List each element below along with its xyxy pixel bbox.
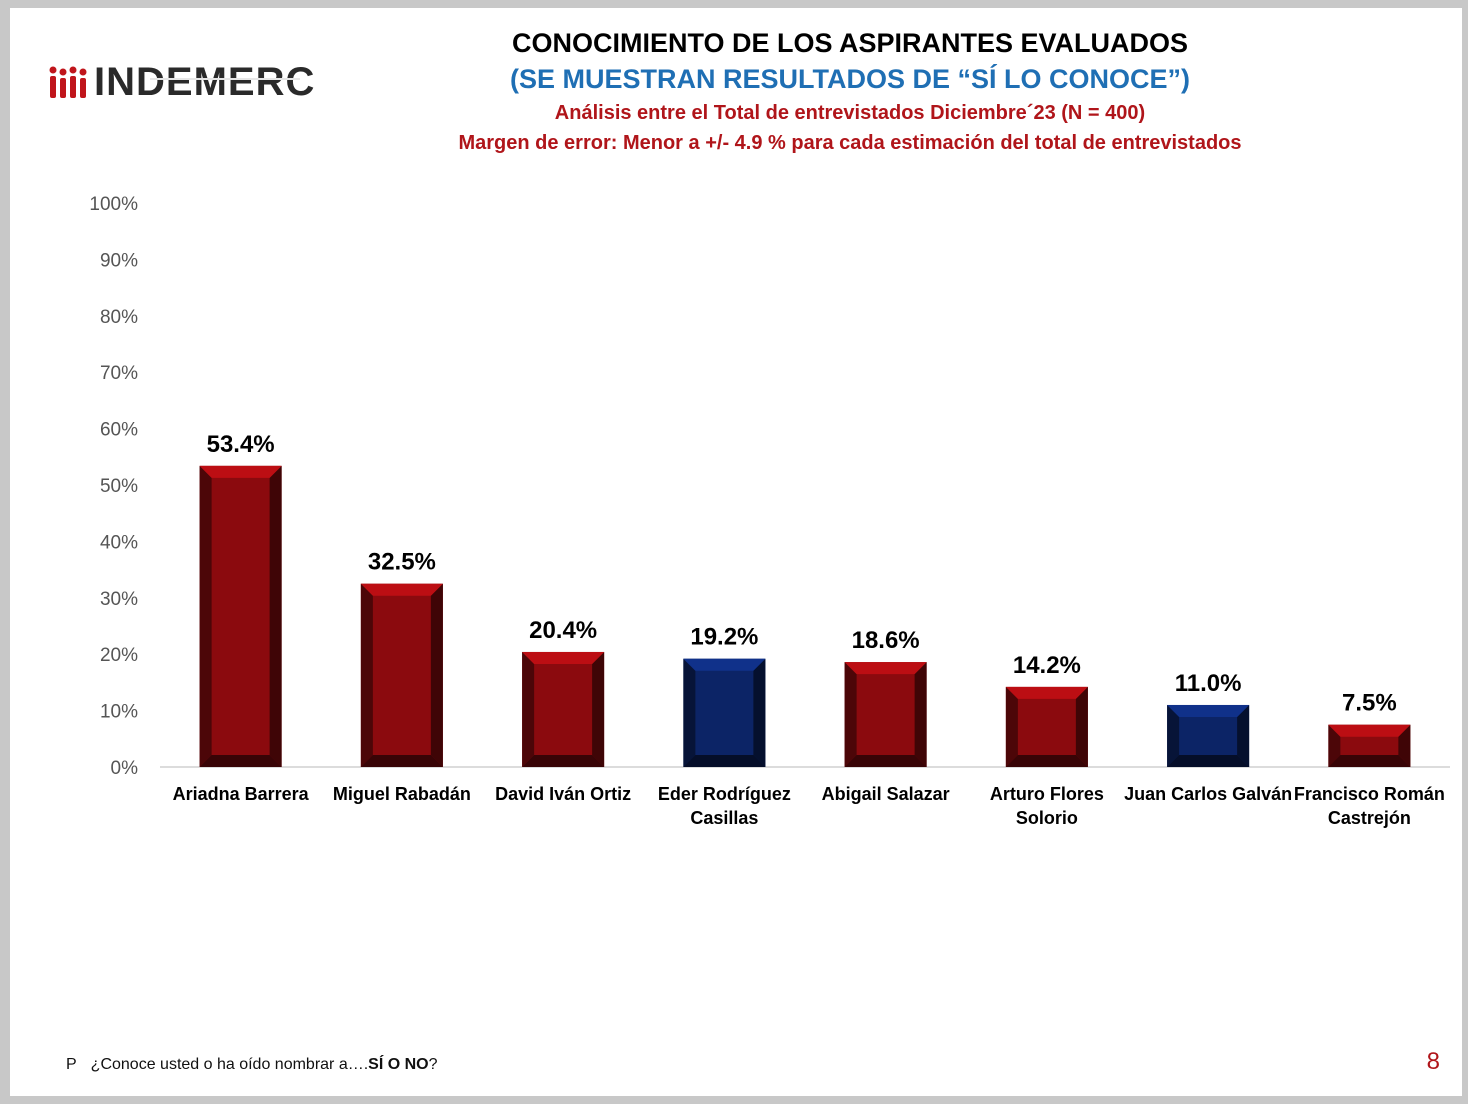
data-label: 19.2% <box>690 624 758 651</box>
bar-bevel-top <box>1328 724 1411 737</box>
y-tick-label: 50% <box>100 476 138 497</box>
data-label: 18.6% <box>852 627 920 654</box>
category-label: Casillas <box>690 808 758 828</box>
category-label: Miguel Rabadán <box>333 784 471 804</box>
header: CONOCIMIENTO DE LOS ASPIRANTES EVALUADOS… <box>350 26 1350 158</box>
bar-bevel-right <box>592 651 605 767</box>
bar-bevel-right <box>1237 704 1250 767</box>
y-tick-label: 80% <box>100 307 138 328</box>
footnote: P ¿Conoce usted o ha oído nombrar a….SÍ O… <box>66 1056 438 1074</box>
margin-note: Margen de error: Menor a +/- 4.9 % para … <box>458 132 1242 154</box>
category-label: Ariadna Barrera <box>173 784 310 804</box>
data-label: 53.4% <box>207 431 275 458</box>
category-label: Juan Carlos Galván <box>1124 784 1292 804</box>
bar-bevel-bottom <box>199 755 282 767</box>
data-label: 11.0% <box>1175 670 1242 697</box>
bar-bevel-bottom <box>683 755 766 767</box>
slide: INDEMERC CONOCIMIENTO DE LOS ASPIRANTES … <box>10 8 1462 1096</box>
logo-underline <box>150 78 300 80</box>
bar-bevel-top <box>360 583 443 596</box>
bar <box>683 658 766 767</box>
footnote-text: ¿Conoce usted o ha oído nombrar a…. <box>90 1056 369 1073</box>
data-label: 32.5% <box>368 549 436 576</box>
bar-bevel-bottom <box>1328 755 1411 767</box>
bar-bevel-top <box>199 465 282 478</box>
bar-bevel-left <box>1005 686 1018 767</box>
bar-bevel-bottom <box>1005 755 1088 767</box>
bar-bevel-right <box>1075 686 1088 767</box>
bar-bevel-right <box>430 583 443 767</box>
bar-bevel-right <box>269 465 282 767</box>
bar-bevel-bottom <box>522 755 605 767</box>
category-label: Francisco Román <box>1294 784 1445 804</box>
y-tick-label: 60% <box>100 420 138 441</box>
y-tick-label: 0% <box>111 758 139 779</box>
data-label: 14.2% <box>1013 652 1081 679</box>
page-number: 8 <box>1426 1048 1440 1075</box>
chart-title: CONOCIMIENTO DE LOS ASPIRANTES EVALUADOS <box>511 28 1189 58</box>
bar-bevel-top <box>1005 686 1088 699</box>
bar-bevel-top <box>1167 704 1250 717</box>
bar-bevel-top <box>683 658 766 671</box>
y-tick-label: 20% <box>100 645 138 666</box>
bar-bevel-left <box>1167 704 1180 767</box>
bar-bevel-right <box>914 662 927 767</box>
bar-bevel-bottom <box>844 755 927 767</box>
indemerc-logo: INDEMERC <box>48 52 315 112</box>
bar <box>360 583 443 767</box>
category-label: Abigail Salazar <box>822 784 950 804</box>
bar-bevel-left <box>522 651 535 767</box>
category-label: David Iván Ortiz <box>495 784 631 804</box>
footnote-emphasis: SÍ O NO <box>368 1056 429 1073</box>
bar <box>199 465 282 767</box>
data-label: 7.5% <box>1342 690 1397 717</box>
bar-chart: 0% 10% 20% 30% 40% 50% 60% 70% 80% 90% 100% 53.4% Ar… <box>89 194 1450 828</box>
bar <box>844 662 927 767</box>
y-tick-label: 40% <box>100 532 138 553</box>
category-label: Arturo Flores <box>990 784 1104 804</box>
bar-bevel-top <box>844 662 927 675</box>
category-label: Solorio <box>1016 808 1078 828</box>
y-tick-label: 30% <box>100 589 138 610</box>
bar-bevel-left <box>683 658 696 767</box>
bar-bevel-right <box>753 658 766 767</box>
bar-bevel-left <box>844 662 857 767</box>
analysis-note: Análisis entre el Total de entrevistados… <box>554 102 1146 124</box>
y-tick-label: 100% <box>89 194 138 215</box>
footnote-marker: P <box>66 1056 77 1073</box>
category-label: Castrejón <box>1328 808 1411 828</box>
bar <box>1005 686 1088 767</box>
chart-subtitle: (SE MUESTRAN RESULTADOS DE “SÍ LO CONOCE… <box>509 64 1191 94</box>
bar-bevel-top <box>522 651 605 664</box>
data-label: 20.4% <box>529 617 597 644</box>
y-tick-label: 90% <box>100 250 138 271</box>
footnote-end: ? <box>428 1056 438 1073</box>
y-tick-label: 10% <box>100 702 138 723</box>
bar-bevel-left <box>1328 724 1341 767</box>
bar-bevel-bottom <box>1167 755 1250 767</box>
category-label: Eder Rodríguez <box>658 784 791 804</box>
logo-text: INDEMERC <box>94 59 316 104</box>
bar <box>522 651 605 767</box>
bar-bevel-left <box>360 583 373 767</box>
bar-bevel-right <box>1398 724 1411 767</box>
bar-bevel-left <box>199 465 212 767</box>
people-logo-icon <box>49 66 87 98</box>
bar-bevel-bottom <box>360 755 443 767</box>
y-tick-label: 70% <box>100 363 138 384</box>
